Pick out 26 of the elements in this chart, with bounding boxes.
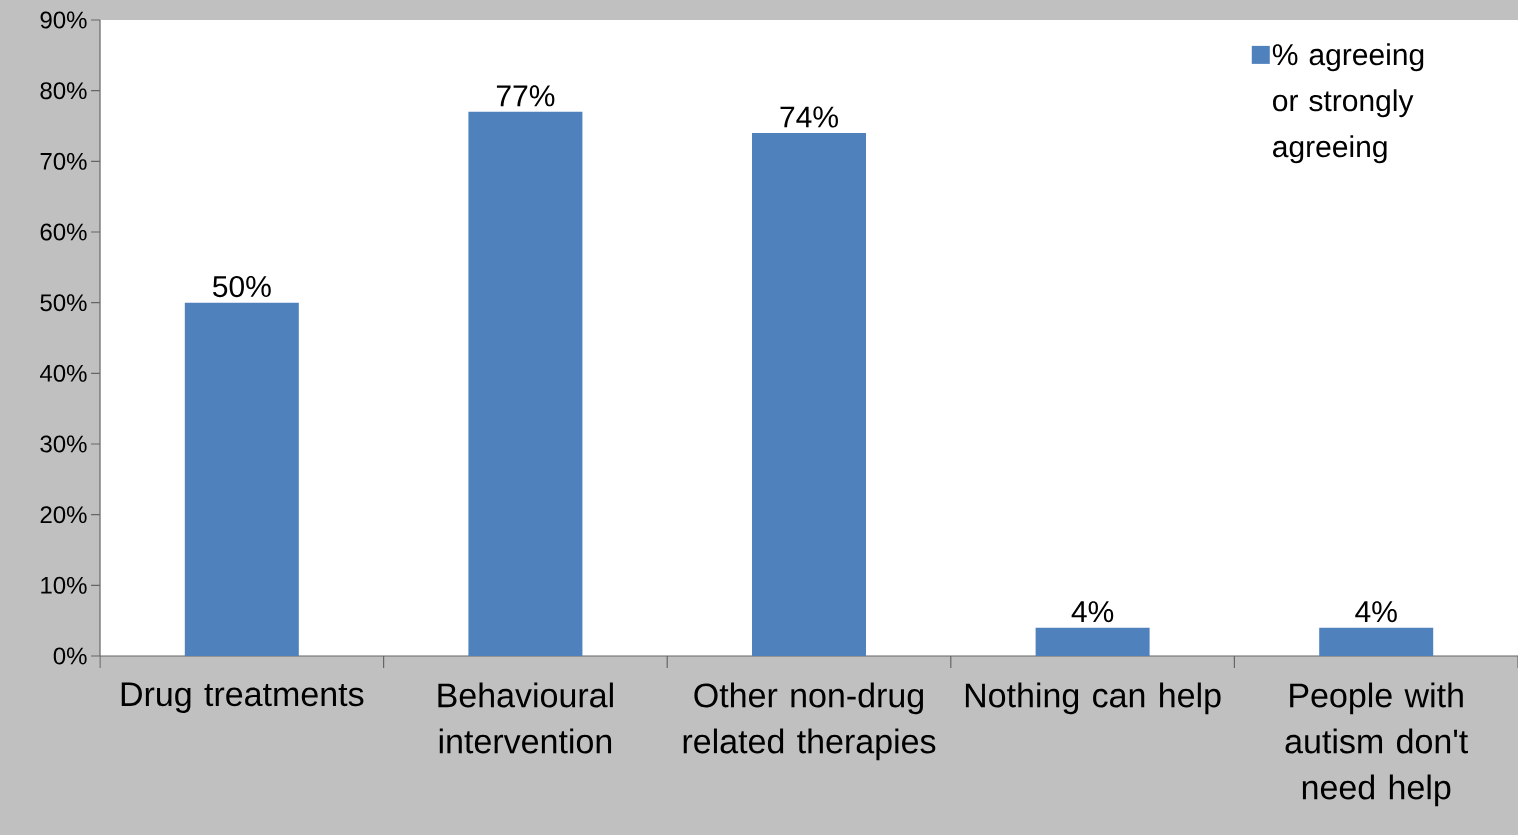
text: 77% xyxy=(496,85,555,107)
bar xyxy=(752,133,867,656)
y-tick-label: 70% xyxy=(40,152,87,170)
y-tick-label: 0% xyxy=(53,647,87,665)
y-tick-label: 50% xyxy=(40,294,87,312)
bar xyxy=(468,111,583,656)
x-tick-label: People with autism don't need help xyxy=(1285,682,1468,807)
y-tick-label: 20% xyxy=(40,506,87,524)
x-tick-label: Behavioural intervention xyxy=(438,682,613,754)
legend-label: % agreeing or strongly agreeing xyxy=(1272,43,1424,164)
text: 4% xyxy=(1071,601,1114,623)
text: 74% xyxy=(780,106,838,128)
bar xyxy=(184,302,299,656)
text: 4% xyxy=(1355,601,1397,623)
x-tick-label: Drug treatments xyxy=(121,682,364,713)
y-tick-label: 80% xyxy=(40,82,87,100)
y-tick-label: 30% xyxy=(40,435,87,453)
y-tick-label: 40% xyxy=(39,364,87,382)
x-tick-label: Other non-drug related therapies xyxy=(683,682,936,761)
bar xyxy=(1035,627,1150,656)
y-tick-label: 10% xyxy=(41,576,87,594)
x-tick-label: Nothing can help xyxy=(965,682,1221,715)
bar xyxy=(1319,627,1434,656)
text: 50% xyxy=(213,275,271,298)
y-tick-label: 60% xyxy=(40,223,87,241)
y-tick-label: 90% xyxy=(40,11,87,29)
